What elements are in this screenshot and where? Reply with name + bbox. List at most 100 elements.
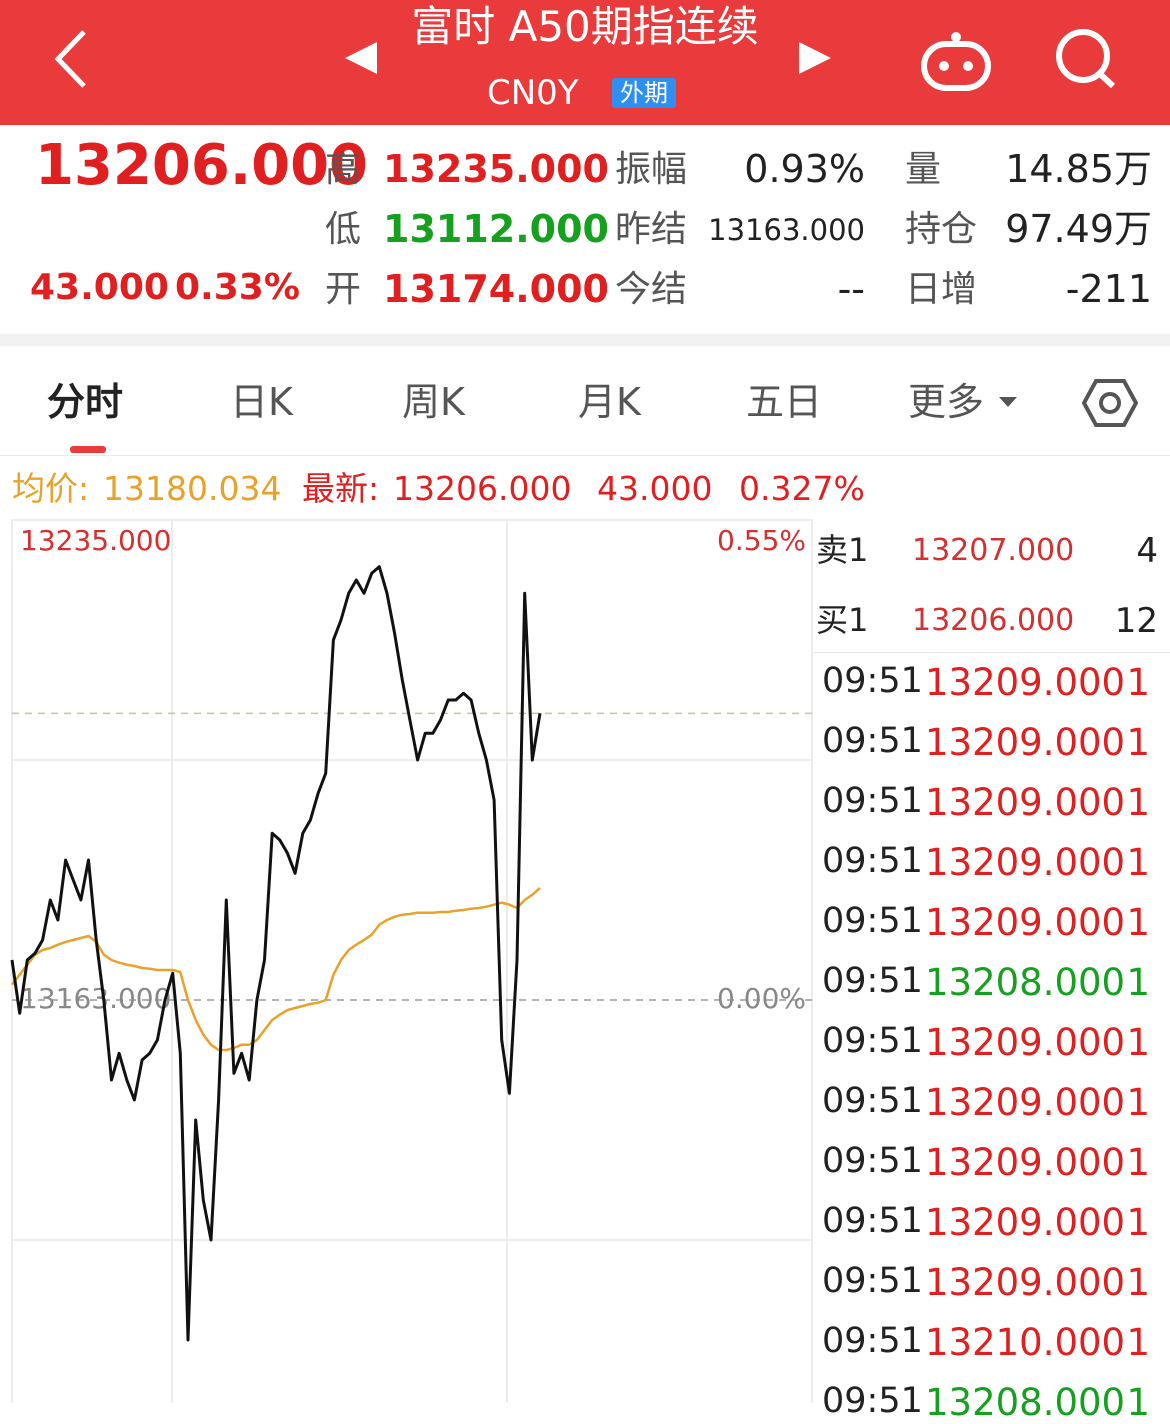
trade-volume: 1 <box>1126 1141 1150 1184</box>
tab[interactable]: 分时 <box>47 380 124 424</box>
stat-label: 昨结 <box>615 209 688 250</box>
trade-volume: 1 <box>1126 661 1150 704</box>
book-label: 买1 <box>816 601 869 639</box>
change-pct: 0.33% <box>175 267 300 308</box>
trade-price: 13209.000 <box>925 1021 1126 1064</box>
stat-value: 0.93% <box>744 147 865 191</box>
latest-change: 43.000 <box>597 469 713 508</box>
stat-value: -- <box>837 267 865 311</box>
search-icon[interactable] <box>1053 28 1119 90</box>
trade-price: 13209.000 <box>925 1141 1126 1184</box>
tag: 外期 <box>612 78 676 108</box>
tab[interactable]: 月K <box>578 380 641 424</box>
tab[interactable]: 周K <box>402 380 465 424</box>
trade-time: 09:51 <box>822 1381 923 1421</box>
trade-time: 09:51 <box>822 961 923 1001</box>
next-button[interactable] <box>797 40 833 76</box>
trade-time: 09:51 <box>822 1321 923 1361</box>
trade-time: 09:51 <box>822 721 923 761</box>
settings-icon[interactable] <box>1082 378 1138 428</box>
stat-label: 日增 <box>905 269 978 310</box>
change: 43.000 <box>30 267 169 308</box>
trade-price: 13208.000 <box>925 961 1126 1004</box>
trade-volume: 1 <box>1126 841 1150 884</box>
trade-time: 09:51 <box>822 841 923 881</box>
trade-volume: 1 <box>1126 1261 1150 1304</box>
trade-volume: 1 <box>1126 1081 1150 1124</box>
stat-label: 量 <box>905 149 942 190</box>
trade-volume: 1 <box>1126 961 1150 1004</box>
tab-indicator <box>70 446 106 453</box>
trade-price: 13209.000 <box>925 1201 1126 1244</box>
stat-label: 开 <box>325 269 362 310</box>
tab[interactable]: 五日 <box>746 380 823 424</box>
trade-price: 13209.000 <box>925 901 1126 944</box>
book-volume: 4 <box>1136 531 1158 571</box>
trade-time: 09:51 <box>822 781 923 821</box>
stat-value: 13112.000 <box>383 207 609 251</box>
plot-frame <box>11 519 813 1403</box>
stat-value: 97.49万 <box>1005 207 1152 251</box>
trade-time: 09:51 <box>822 1081 923 1121</box>
latest-change-pct: 0.327% <box>739 469 865 508</box>
latest-label: 最新: <box>302 469 380 508</box>
trade-price: 13210.000 <box>925 1321 1126 1364</box>
trade-price: 13209.000 <box>925 841 1126 884</box>
trade-time: 09:51 <box>822 1261 923 1301</box>
y2-tick-label: 0.55% <box>717 524 806 557</box>
last-price: 13206.000 <box>35 133 368 198</box>
stat-value: 13235.000 <box>383 147 609 191</box>
book-divider <box>814 652 1170 653</box>
trade-volume: 1 <box>1126 1201 1150 1244</box>
separator <box>0 334 1170 346</box>
y2-tick-label: 0.00% <box>717 982 806 1015</box>
intraday-chart: 13235.000 13163.000 0.55% 0.00% <box>10 519 813 1403</box>
trade-price: 13209.000 <box>925 721 1126 764</box>
trade-price: 13209.000 <box>925 781 1126 824</box>
stat-value: 14.85万 <box>1005 147 1152 191</box>
trade-price: 13209.000 <box>925 661 1126 704</box>
divider <box>0 455 1170 456</box>
trade-volume: 1 <box>1126 901 1150 944</box>
stat-value: 13174.000 <box>383 267 609 311</box>
trade-volume: 1 <box>1126 781 1150 824</box>
y-tick-label: 13235.000 <box>20 524 171 557</box>
book-label: 卖1 <box>816 531 869 569</box>
trade-volume: 1 <box>1126 1021 1150 1064</box>
series-line <box>11 887 541 1052</box>
stat-value: 13163.000 <box>708 213 865 247</box>
code: CN0Y <box>487 73 579 113</box>
trade-time: 09:51 <box>822 1141 923 1181</box>
trade-time: 09:51 <box>822 901 923 941</box>
trade-time: 09:51 <box>822 661 923 701</box>
trade-time: 09:51 <box>822 1021 923 1061</box>
trade-time: 09:51 <box>822 1201 923 1241</box>
trade-price: 13209.000 <box>925 1261 1126 1304</box>
back-button[interactable] <box>50 28 90 90</box>
header: 富时 A50期指连续 CN0Y 外期 <box>0 0 1170 125</box>
y-tick-label: 13163.000 <box>20 982 171 1015</box>
stat-value: -211 <box>1065 267 1152 311</box>
stat-label: 振幅 <box>615 149 688 190</box>
series-line <box>10 565 542 1342</box>
book-volume: 12 <box>1114 601 1158 641</box>
robot-icon[interactable] <box>918 30 994 92</box>
tab[interactable]: 更多 <box>908 380 985 424</box>
dropdown-arrow <box>999 397 1017 407</box>
prev-button[interactable] <box>343 40 379 76</box>
title: 富时 A50期指连续 <box>411 2 759 51</box>
stat-label: 持仓 <box>905 209 978 250</box>
stat-label: 高 <box>325 149 362 190</box>
trade-volume: 1 <box>1126 721 1150 764</box>
avg-value: 13180.034 <box>103 469 282 508</box>
tab[interactable]: 日K <box>230 380 293 424</box>
trade-volume: 1 <box>1126 1321 1150 1364</box>
latest-value: 13206.000 <box>393 469 572 508</box>
trade-price: 13209.000 <box>925 1081 1126 1124</box>
book-price: 13206.000 <box>912 603 1075 638</box>
stat-label: 低 <box>325 209 362 250</box>
stat-label: 今结 <box>615 269 688 310</box>
avg-label: 均价: <box>12 469 90 508</box>
book-price: 13207.000 <box>912 533 1075 568</box>
